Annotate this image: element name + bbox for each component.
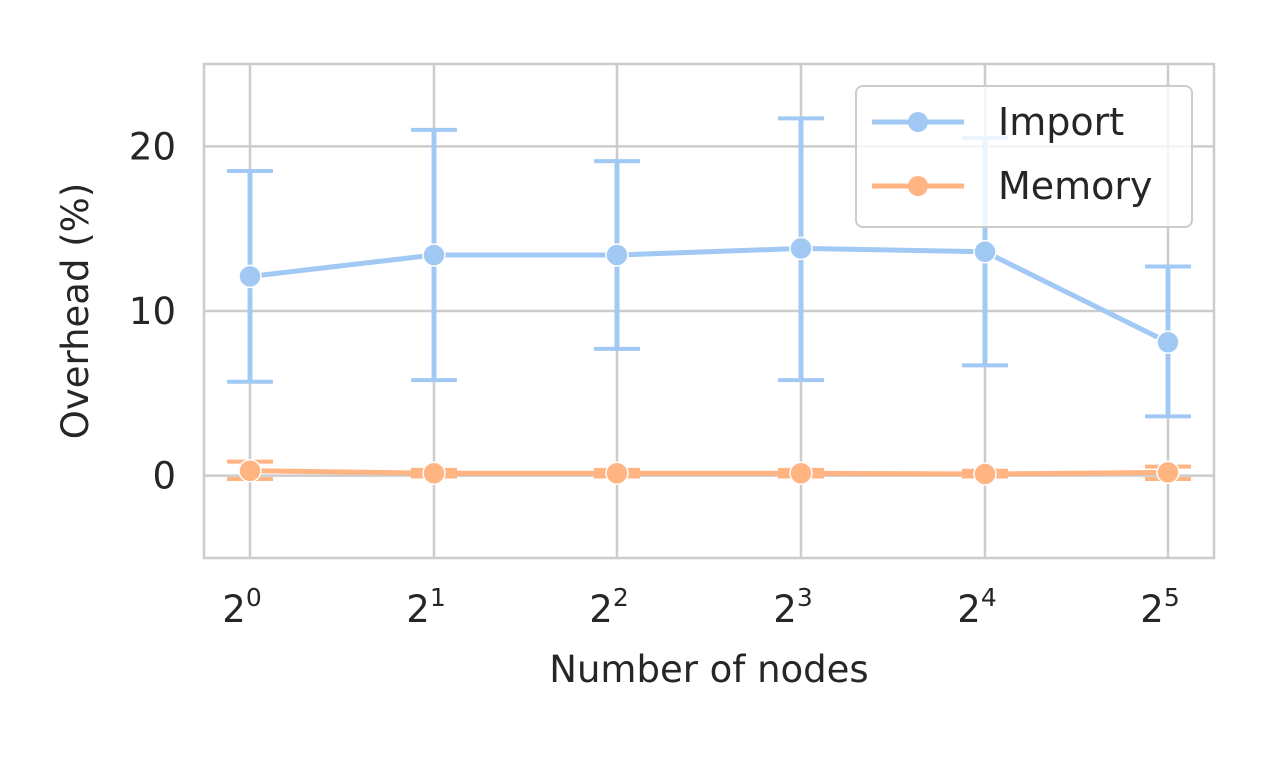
- y-tick-labels: 0 10 20: [129, 125, 176, 497]
- data-point-memory: [605, 461, 629, 485]
- legend-entry-import: Import: [872, 100, 1124, 144]
- x-tick-exponent: 5: [1164, 583, 1180, 612]
- series-memory: [227, 458, 1191, 486]
- x-tick-base: 2: [773, 588, 797, 631]
- x-tick-label: 24: [957, 583, 996, 631]
- data-point-memory: [1156, 460, 1180, 485]
- data-point-import: [1156, 330, 1180, 355]
- x-tick-base: 2: [406, 588, 430, 631]
- x-tick-label: 22: [589, 583, 628, 631]
- x-tick-base: 2: [957, 588, 981, 631]
- data-point-import: [973, 239, 997, 264]
- x-tick-labels: 20 21 22 23 24 25: [222, 583, 1179, 631]
- legend-swatch-marker-import: [908, 112, 928, 132]
- x-tick-exponent: 0: [246, 583, 262, 612]
- data-point-memory: [973, 462, 997, 486]
- x-tick-base: 2: [589, 588, 613, 631]
- x-tick-label: 25: [1140, 583, 1179, 631]
- data-point-memory: [422, 461, 446, 485]
- x-axis-label: Number of nodes: [549, 648, 868, 691]
- data-point-import: [789, 236, 813, 261]
- y-tick-label: 0: [152, 455, 176, 498]
- legend-swatch-marker-memory: [908, 176, 928, 196]
- legend-label-import: Import: [998, 100, 1124, 144]
- data-point-memory: [238, 458, 262, 483]
- x-tick-exponent: 3: [797, 583, 813, 612]
- y-tick-label: 20: [129, 125, 176, 168]
- data-point-import: [422, 243, 446, 267]
- x-tick-exponent: 2: [613, 583, 629, 612]
- legend-entry-memory: Memory: [872, 164, 1153, 208]
- data-point-import: [238, 264, 262, 289]
- x-tick-base: 2: [222, 588, 246, 631]
- y-tick-label: 10: [129, 290, 176, 333]
- x-tick-exponent: 4: [981, 583, 997, 612]
- x-tick-label: 21: [406, 583, 445, 631]
- y-axis-label: Overhead (%): [54, 183, 97, 440]
- x-tick-exponent: 1: [430, 583, 446, 612]
- legend: Import Memory: [855, 85, 1193, 228]
- data-point-memory: [789, 461, 813, 485]
- x-tick-label: 23: [773, 583, 812, 631]
- data-point-import: [605, 243, 629, 267]
- series-line-import: [249, 245, 1170, 345]
- x-tick-base: 2: [1140, 588, 1164, 631]
- plot-frame: [202, 62, 1216, 560]
- series-line-memory: [249, 468, 1169, 477]
- x-tick-label: 20: [222, 583, 261, 631]
- legend-label-memory: Memory: [998, 164, 1153, 208]
